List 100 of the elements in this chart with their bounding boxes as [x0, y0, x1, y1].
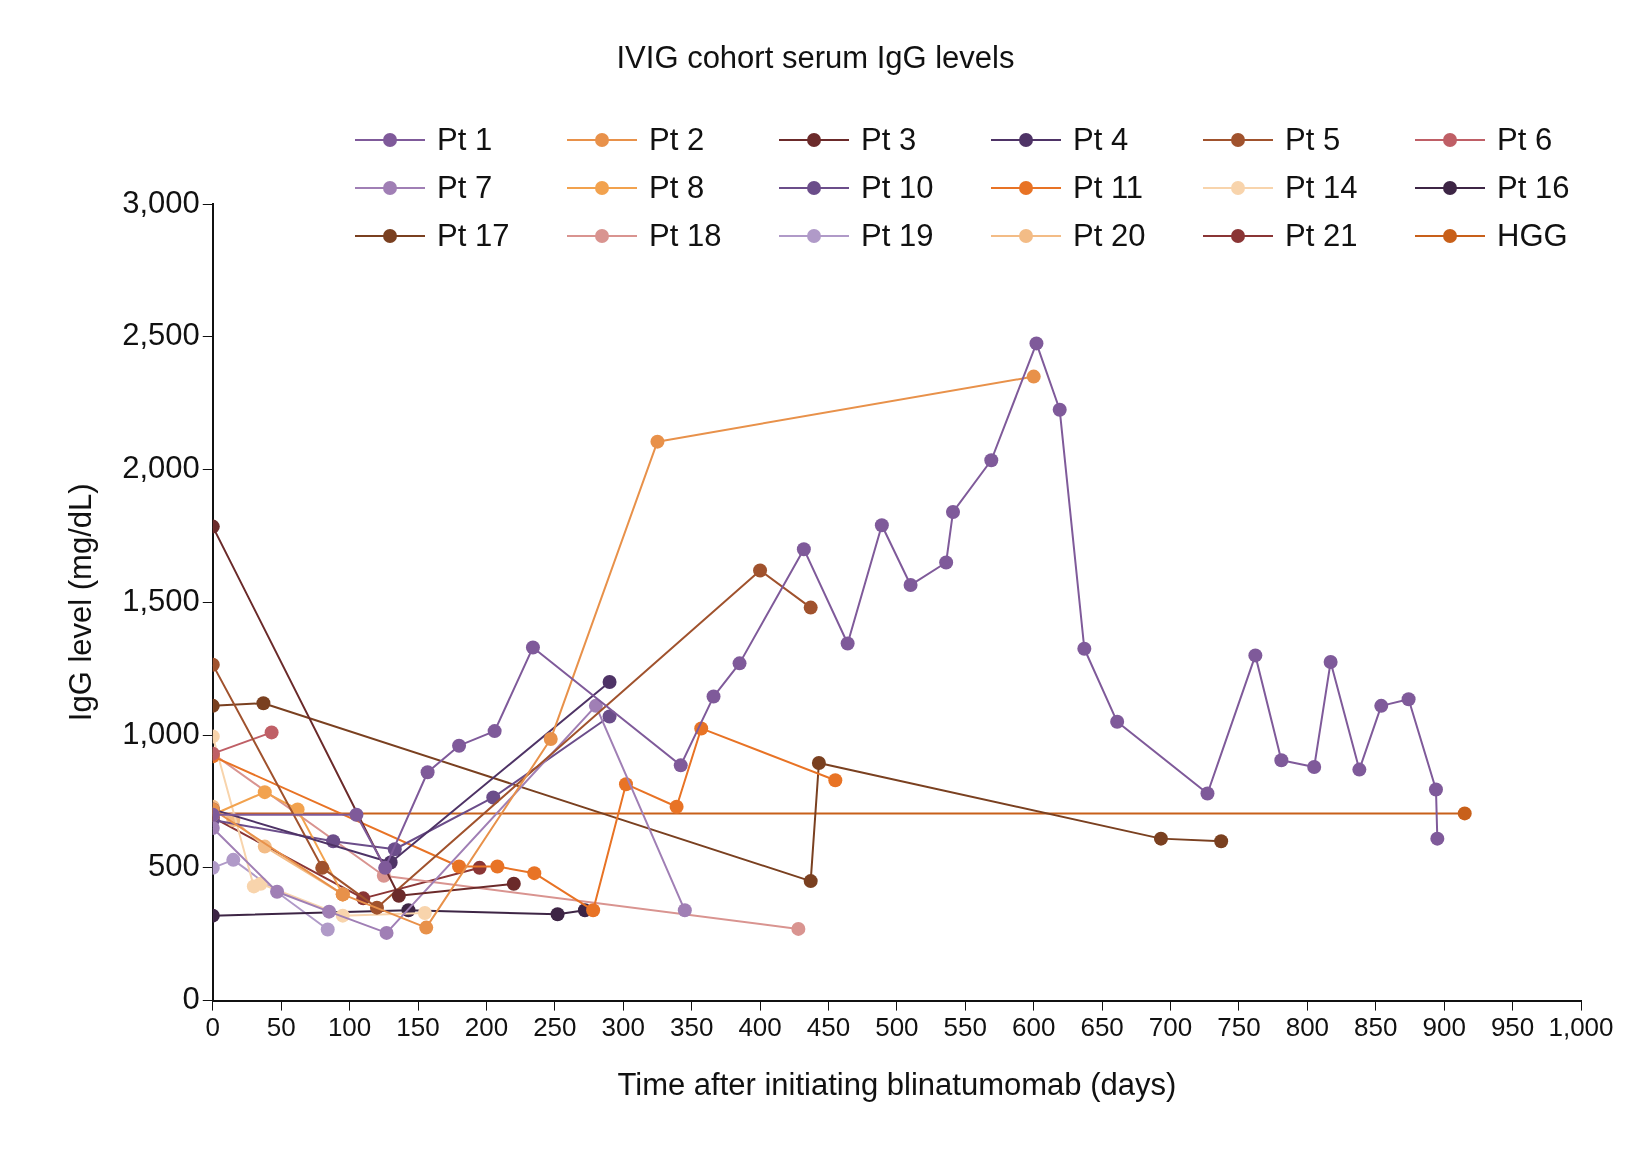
point [420, 765, 435, 780]
point [1214, 834, 1229, 849]
point [706, 689, 721, 704]
point [903, 578, 918, 593]
point [811, 755, 826, 770]
point [527, 866, 542, 881]
point [349, 807, 364, 822]
point [1307, 759, 1322, 774]
point [1026, 369, 1041, 384]
x-tick-label: 400 [738, 1012, 782, 1043]
point [753, 563, 768, 578]
legend-label: Pt 16 [1497, 170, 1570, 206]
x-tick-label: 650 [1080, 1012, 1124, 1043]
y-tick-label: 2,000 [122, 450, 200, 486]
x-tick-label: 450 [806, 1012, 851, 1043]
x-tick-label: 350 [669, 1012, 714, 1043]
point [650, 434, 665, 449]
point [391, 888, 406, 903]
x-tick-label: 300 [601, 1012, 645, 1043]
point [1052, 402, 1067, 417]
point [550, 907, 565, 922]
point [525, 640, 540, 655]
legend-label: Pt 1 [437, 122, 493, 158]
legend-label: Pt 3 [861, 122, 917, 158]
point [1248, 648, 1263, 663]
x-tick-label: 550 [943, 1012, 987, 1043]
x-tick-label: 200 [464, 1012, 509, 1043]
point [796, 542, 811, 557]
y-tick-label: 500 [148, 848, 200, 884]
y-tick-label: 1,000 [122, 715, 200, 751]
legend-label: Pt 6 [1497, 122, 1553, 158]
point [1274, 753, 1289, 768]
legend-label: Pt 11 [1073, 170, 1144, 206]
point [828, 773, 843, 788]
point [1374, 698, 1389, 713]
point [256, 696, 271, 711]
point [1153, 831, 1168, 846]
legend-label: Pt 20 [1073, 218, 1146, 254]
x-tick-label: 1,000 [1548, 1012, 1614, 1043]
point [803, 874, 818, 889]
point [602, 674, 617, 689]
point [1200, 786, 1215, 801]
x-tick-label: 700 [1148, 1012, 1193, 1043]
point [939, 555, 954, 570]
x-tick-label: 100 [327, 1012, 372, 1043]
x-tick-label: 500 [875, 1012, 919, 1043]
x-tick-label: 750 [1217, 1012, 1261, 1043]
point [1323, 655, 1338, 670]
chart-title: IVIG cohort serum IgG levels [615, 40, 1016, 76]
point [270, 884, 285, 899]
point [543, 732, 558, 747]
x-tick-label: 600 [1012, 1012, 1056, 1043]
legend-label: Pt 4 [1073, 122, 1129, 158]
point [226, 852, 241, 867]
y-tick-label: 1,500 [122, 582, 200, 618]
legend-label: Pt 10 [861, 170, 934, 206]
legend-label: Pt 21 [1285, 218, 1358, 254]
point [673, 758, 688, 773]
x-tick-label: 950 [1490, 1012, 1535, 1043]
legend-label: Pt 14 [1285, 170, 1358, 206]
legend-label: HGG [1497, 218, 1568, 254]
point [379, 925, 394, 940]
point [1110, 714, 1125, 729]
point [417, 905, 432, 920]
point [257, 785, 272, 800]
x-tick-label: 0 [205, 1012, 221, 1043]
point [874, 518, 889, 533]
legend-label: Pt 5 [1285, 122, 1341, 158]
legend-label: Pt 2 [649, 122, 705, 158]
point [677, 903, 692, 918]
point [506, 876, 521, 891]
legend-label: Pt 19 [861, 218, 934, 254]
point [315, 860, 330, 875]
point [586, 903, 601, 918]
legend-label: Pt 7 [437, 170, 493, 206]
x-tick-label: 250 [533, 1012, 577, 1043]
point [803, 600, 818, 615]
point [452, 859, 467, 874]
y-tick-label: 3,000 [122, 184, 200, 220]
point [1029, 336, 1044, 351]
point [1401, 692, 1416, 707]
point [419, 920, 434, 935]
point [732, 656, 747, 671]
point [1077, 641, 1092, 656]
point [791, 921, 806, 936]
point [1428, 782, 1443, 797]
point [452, 738, 467, 753]
point [984, 453, 999, 468]
point [322, 904, 337, 919]
x-axis-title: Time after initiating blinatumomab (days) [617, 1066, 1177, 1102]
legend-label: Pt 8 [649, 170, 705, 206]
point [378, 860, 393, 875]
x-tick-label: 900 [1422, 1012, 1466, 1043]
point [490, 859, 505, 874]
point [1430, 831, 1445, 846]
point [945, 505, 960, 520]
y-axis-title: IgG level (mg/dL) [63, 483, 99, 722]
point [669, 799, 684, 814]
point [840, 636, 855, 651]
x-tick-label: 850 [1354, 1012, 1398, 1043]
